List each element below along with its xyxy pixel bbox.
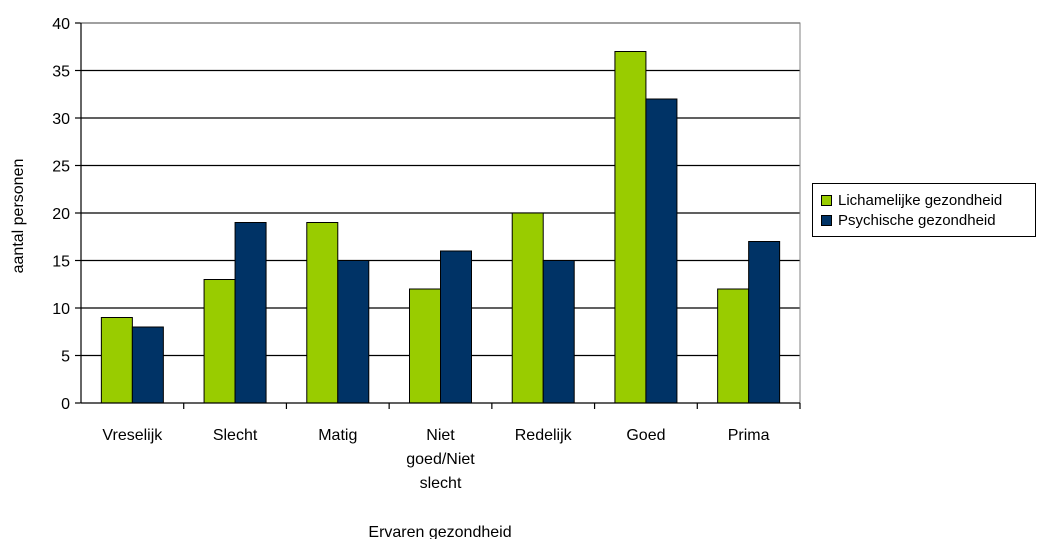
x-tick-label: Niet xyxy=(426,427,455,444)
bar-lichamelijke xyxy=(409,288,441,404)
x-tick-label: Matig xyxy=(318,427,357,444)
x-tick-label: Vreselijk xyxy=(102,427,163,444)
bar-lichamelijke xyxy=(614,51,647,404)
bar-lichamelijke xyxy=(306,222,339,404)
y-tick-label: 15 xyxy=(52,254,70,271)
bar-psychische xyxy=(645,98,678,404)
bar-psychische xyxy=(748,241,781,404)
bar-lichamelijke xyxy=(203,279,236,404)
bar-psychische xyxy=(234,222,267,404)
legend-label-psychische: Psychische gezondheid xyxy=(838,211,996,229)
legend-item-psychische: Psychische gezondheid xyxy=(821,211,996,229)
bar-lichamelijke xyxy=(511,212,544,404)
x-axis-title: Ervaren gezondheid xyxy=(368,524,511,539)
legend-swatch-psychische xyxy=(821,214,832,226)
y-tick-label: 30 xyxy=(52,111,70,128)
x-tick-label: Goed xyxy=(626,427,665,444)
tick-labels: 0 5 10 15 20 25 30 35 40 Vreselijk Slecht Matig Niet… xyxy=(52,16,769,492)
x-tick-label: Redelijk xyxy=(515,427,573,444)
x-tick-label: Slecht xyxy=(213,427,258,444)
legend: Lichamelijke gezondheid Psychische gezon… xyxy=(812,183,1036,237)
legend-swatch-lichamelijke xyxy=(821,194,832,206)
x-tick-label: Prima xyxy=(728,427,770,444)
y-tick-label: 20 xyxy=(52,206,70,223)
y-tick-label: 5 xyxy=(61,349,70,366)
bar-psychische xyxy=(131,326,164,404)
bar-lichamelijke xyxy=(100,317,133,404)
x-tick-label: goed/Niet xyxy=(406,451,475,468)
axes xyxy=(75,22,801,409)
y-axis-title: aantal personen xyxy=(10,159,27,274)
bar-psychische xyxy=(337,260,370,404)
bar-lichamelijke xyxy=(717,288,750,404)
x-tick-label: slecht xyxy=(420,475,462,492)
legend-label-lichamelijke: Lichamelijke gezondheid xyxy=(838,191,1003,209)
y-tick-label: 40 xyxy=(52,16,70,33)
bar-psychische xyxy=(542,260,575,404)
y-tick-label: 25 xyxy=(52,159,70,176)
y-tick-label: 10 xyxy=(52,301,70,318)
y-tick-label: 0 xyxy=(61,396,70,413)
y-tick-label: 35 xyxy=(52,64,70,81)
bar-psychische xyxy=(440,250,472,404)
bars xyxy=(100,51,781,404)
legend-item-lichamelijke: Lichamelijke gezondheid xyxy=(821,191,1002,209)
